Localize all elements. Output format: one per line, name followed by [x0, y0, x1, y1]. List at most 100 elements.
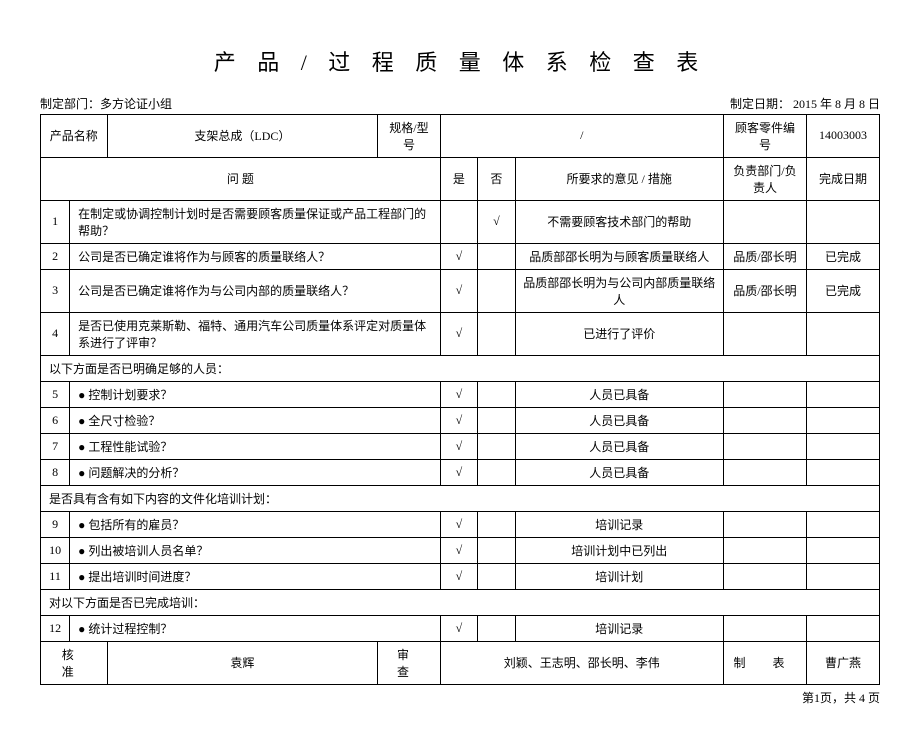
- no-header: 否: [478, 157, 515, 200]
- row-date: [807, 563, 880, 589]
- table-row: 3 公司是否已确定谁将作为与公司内部的质量联络人？ √ 品质部邵长明为与公司内部…: [41, 269, 880, 312]
- row-num: 6: [41, 407, 70, 433]
- row-dept: [723, 537, 806, 563]
- row-date: [807, 200, 880, 243]
- row-num: 2: [41, 243, 70, 269]
- table-row: 4 是否已使用克莱斯勒、福特、通用汽车公司质量体系评定对质量体系进行了评审？ √…: [41, 312, 880, 355]
- row-yes: √: [440, 511, 477, 537]
- row-dept: [723, 407, 806, 433]
- row-opinion: 人员已具备: [515, 381, 723, 407]
- row-no: [478, 563, 515, 589]
- yes-header: 是: [440, 157, 477, 200]
- row-no: [478, 433, 515, 459]
- row-date: [807, 433, 880, 459]
- partno-value: 14003003: [807, 114, 880, 157]
- row-dept: [723, 615, 806, 641]
- row-no: [478, 459, 515, 485]
- row-num: 1: [41, 200, 70, 243]
- row-dept: [723, 200, 806, 243]
- table-row: 12 ● 统计过程控制？ √ 培训记录: [41, 615, 880, 641]
- row-question: ● 控制计划要求？: [70, 381, 441, 407]
- row-yes: √: [440, 459, 477, 485]
- row-yes: √: [440, 312, 477, 355]
- table-row: 5 ● 控制计划要求？ √ 人员已具备: [41, 381, 880, 407]
- row-yes: √: [440, 269, 477, 312]
- page-title: 产 品 / 过 程 质 量 体 系 检 查 表: [40, 45, 880, 77]
- spec-label: 规格/型号: [378, 114, 440, 157]
- row-date: [807, 381, 880, 407]
- row-question: 公司是否已确定谁将作为与顾客的质量联络人？: [70, 243, 441, 269]
- review-value: 刘颖、王志明、邵长明、李伟: [440, 641, 723, 684]
- table-row: 8 ● 问题解决的分析？ √ 人员已具备: [41, 459, 880, 485]
- row-opinion: 培训计划中已列出: [515, 537, 723, 563]
- approve-label: 核 准: [41, 641, 108, 684]
- row-num: 7: [41, 433, 70, 459]
- table-row: 6 ● 全尺寸检验？ √ 人员已具备: [41, 407, 880, 433]
- row-yes: √: [440, 243, 477, 269]
- row-opinion: 人员已具备: [515, 459, 723, 485]
- row-opinion: 已进行了评价: [515, 312, 723, 355]
- dept-label: 制定部门：: [40, 97, 100, 111]
- row-no: [478, 615, 515, 641]
- row-question: ● 提出培训时间进度？: [70, 563, 441, 589]
- table-row: 11 ● 提出培训时间进度？ √ 培训计划: [41, 563, 880, 589]
- row-dept: 品质/邵长明: [723, 269, 806, 312]
- row-date: [807, 511, 880, 537]
- row-yes: √: [440, 381, 477, 407]
- row-opinion: 人员已具备: [515, 433, 723, 459]
- opinion-header: 所要求的意见 / 措施: [515, 157, 723, 200]
- date-header: 完成日期: [807, 157, 880, 200]
- row-num: 10: [41, 537, 70, 563]
- row-no: [478, 243, 515, 269]
- row-no: [478, 511, 515, 537]
- row-yes: √: [440, 563, 477, 589]
- row-opinion: 培训记录: [515, 615, 723, 641]
- row-question: ● 问题解决的分析？: [70, 459, 441, 485]
- row-opinion: 培训记录: [515, 511, 723, 537]
- section-row: 是否具有含有如下内容的文件化培训计划：: [41, 485, 880, 511]
- row-question: ● 列出被培训人员名单？: [70, 537, 441, 563]
- table-row: 2 公司是否已确定谁将作为与顾客的质量联络人？ √ 品质部邵长明为与顾客质量联络…: [41, 243, 880, 269]
- row-num: 11: [41, 563, 70, 589]
- row-num: 3: [41, 269, 70, 312]
- row-no: [478, 269, 515, 312]
- row-yes: √: [440, 615, 477, 641]
- row-num: 8: [41, 459, 70, 485]
- partno-label: 顾客零件编号: [723, 114, 806, 157]
- row-question: 公司是否已确定谁将作为与公司内部的质量联络人？: [70, 269, 441, 312]
- row-dept: [723, 459, 806, 485]
- row-opinion: 不需要顾客技术部门的帮助: [515, 200, 723, 243]
- header-row-2: 问 题 是 否 所要求的意见 / 措施 负责部门/负责人 完成日期: [41, 157, 880, 200]
- row-question: 在制定或协调控制计划时是否需要顾客质量保证或产品工程部门的帮助？: [70, 200, 441, 243]
- page-footer: 第1页，共 4 页: [40, 689, 880, 706]
- header-row-1: 产品名称 支架总成（LDC） 规格/型号 / 顾客零件编号 14003003: [41, 114, 880, 157]
- pname-value: 支架总成（LDC）: [107, 114, 378, 157]
- row-yes: √: [440, 433, 477, 459]
- row-num: 9: [41, 511, 70, 537]
- section-row: 对以下方面是否已完成培训：: [41, 589, 880, 615]
- row-dept: [723, 511, 806, 537]
- row-question: 是否已使用克莱斯勒、福特、通用汽车公司质量体系评定对质量体系进行了评审？: [70, 312, 441, 355]
- dept-value: 多方论证小组: [100, 97, 172, 111]
- row-no: [478, 381, 515, 407]
- section-label: 是否具有含有如下内容的文件化培训计划：: [41, 485, 880, 511]
- row-no: [478, 407, 515, 433]
- row-date: [807, 615, 880, 641]
- row-num: 4: [41, 312, 70, 355]
- row-question: ● 工程性能试验？: [70, 433, 441, 459]
- row-opinion: 培训计划: [515, 563, 723, 589]
- make-label: 制 表: [723, 641, 806, 684]
- review-label: 审 查: [378, 641, 440, 684]
- meta-row: 制定部门：多方论证小组 制定日期： 2015 年 8 月 8 日: [40, 95, 880, 112]
- checklist-table: 产品名称 支架总成（LDC） 规格/型号 / 顾客零件编号 14003003 问…: [40, 114, 880, 685]
- row-dept: [723, 563, 806, 589]
- row-dept: 品质/邵长明: [723, 243, 806, 269]
- row-no: [478, 312, 515, 355]
- date-value: 2015 年 8 月 8 日: [793, 97, 880, 111]
- section-row: 以下方面是否已明确足够的人员：: [41, 355, 880, 381]
- row-opinion: 品质部邵长明为与顾客质量联络人: [515, 243, 723, 269]
- row-date: [807, 459, 880, 485]
- row-opinion: 人员已具备: [515, 407, 723, 433]
- row-no: [478, 537, 515, 563]
- row-yes: √: [440, 537, 477, 563]
